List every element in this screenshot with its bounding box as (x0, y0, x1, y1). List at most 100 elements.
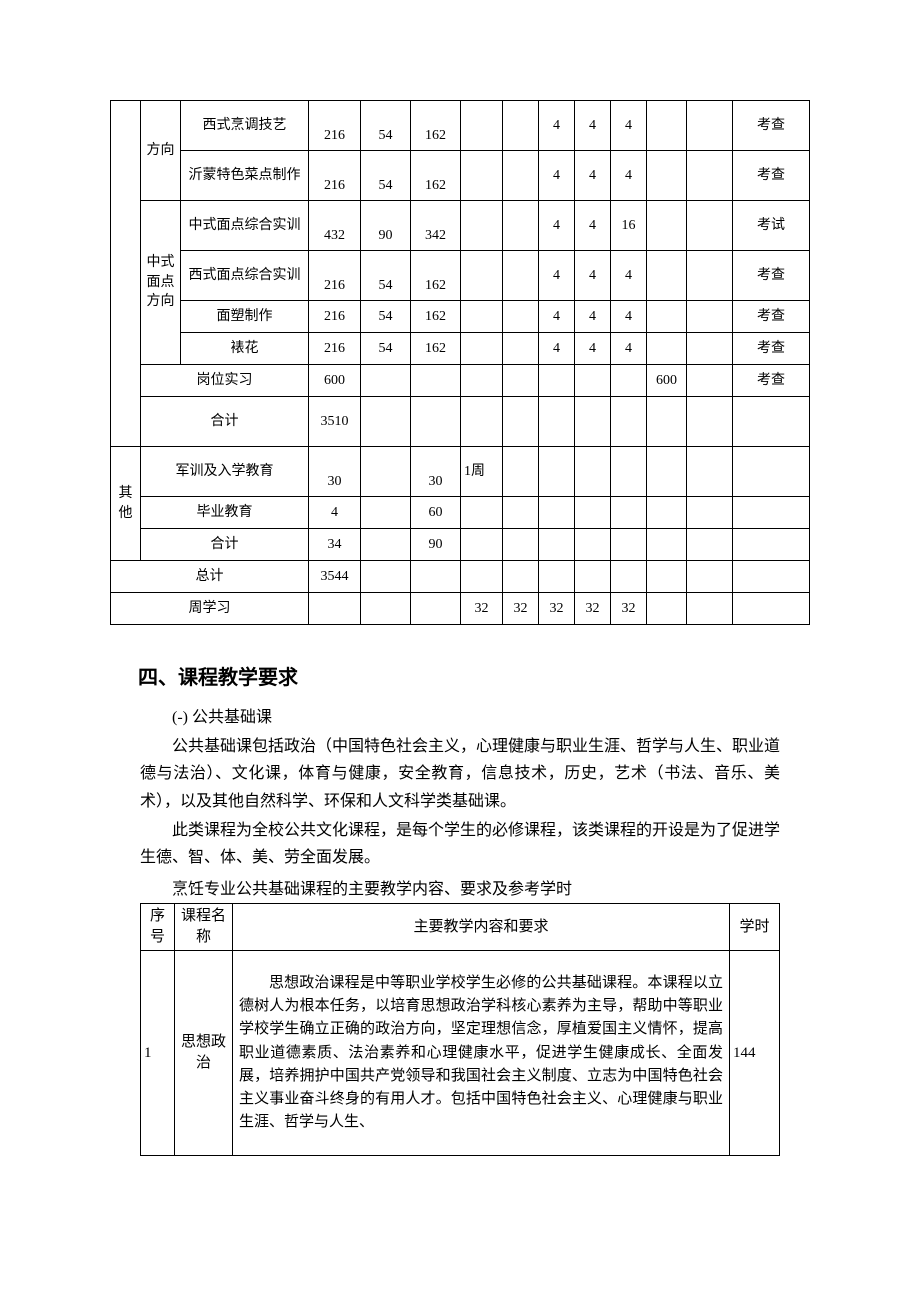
cell: 32 (611, 593, 647, 625)
cell (503, 151, 539, 201)
cell (503, 365, 539, 397)
cell (687, 561, 733, 593)
cell: 30 (309, 447, 361, 497)
cell: 162 (411, 333, 461, 365)
cat-col-blank (111, 101, 141, 447)
cell: 216 (309, 151, 361, 201)
cell: 考查 (733, 101, 810, 151)
cell (503, 447, 539, 497)
cell (611, 497, 647, 529)
cell: 考查 (733, 301, 810, 333)
subcat-direction: 方向 (141, 101, 181, 201)
cell (503, 497, 539, 529)
cat-other: 其他 (111, 447, 141, 561)
cell (611, 561, 647, 593)
th-name: 课程名称 (175, 904, 233, 951)
cell: 4 (575, 301, 611, 333)
th-hours: 学时 (730, 904, 780, 951)
cell (647, 561, 687, 593)
course-hours-table: 方向 西式烹调技艺 216 54 162 4 4 4 考查 沂蒙特色菜点制作 2… (110, 100, 810, 625)
cell: 考查 (733, 151, 810, 201)
cell: 考查 (733, 333, 810, 365)
cell: 4 (539, 333, 575, 365)
cell (575, 529, 611, 561)
cell (461, 101, 503, 151)
cell (687, 251, 733, 301)
cell: 54 (361, 101, 411, 151)
cell (687, 593, 733, 625)
cell (687, 529, 733, 561)
course-name: 裱花 (181, 333, 309, 365)
paragraph: 公共基础课包括政治（中国特色社会主义，心理健康与职业生涯、哲学与人生、职业道德与… (140, 733, 780, 815)
course-content-table: 序号 课程名称 主要教学内容和要求 学时 1 思想政治 思想政治课程是中等职业学… (140, 903, 780, 1156)
cell (539, 447, 575, 497)
cell (647, 201, 687, 251)
cell: 162 (411, 151, 461, 201)
cell (647, 251, 687, 301)
cell (687, 365, 733, 397)
cell: 216 (309, 251, 361, 301)
course-name: 面塑制作 (181, 301, 309, 333)
cell (461, 333, 503, 365)
cell (733, 593, 810, 625)
cell (733, 561, 810, 593)
cell: 1周 (461, 447, 503, 497)
cell: 162 (411, 101, 461, 151)
cell: 4 (539, 301, 575, 333)
course-name: 西式烹调技艺 (181, 101, 309, 151)
cell: 600 (647, 365, 687, 397)
cell (411, 397, 461, 447)
cell: 432 (309, 201, 361, 251)
cell: 考查 (733, 251, 810, 301)
cell (575, 497, 611, 529)
cell: 4 (575, 151, 611, 201)
cell: 4 (539, 251, 575, 301)
cell: 90 (411, 529, 461, 561)
cell (733, 497, 810, 529)
cell (687, 101, 733, 151)
cell (503, 561, 539, 593)
cell (647, 447, 687, 497)
cell (687, 397, 733, 447)
course-name: 中式面点综合实训 (181, 201, 309, 251)
cell: 4 (539, 201, 575, 251)
cell (503, 251, 539, 301)
cell (461, 151, 503, 201)
cell: 216 (309, 301, 361, 333)
cell (647, 301, 687, 333)
row-label: 合计 (141, 397, 309, 447)
cell (503, 397, 539, 447)
cell: 54 (361, 301, 411, 333)
cell (361, 497, 411, 529)
cell (361, 529, 411, 561)
th-content: 主要教学内容和要求 (233, 904, 730, 951)
cell: 60 (411, 497, 461, 529)
cell: 考试 (733, 201, 810, 251)
cell (733, 447, 810, 497)
cell (647, 397, 687, 447)
cell: 32 (575, 593, 611, 625)
cell: 4 (575, 201, 611, 251)
cell: 34 (309, 529, 361, 561)
cell: 4 (575, 251, 611, 301)
cell: 4 (309, 497, 361, 529)
cell (575, 397, 611, 447)
cell (687, 151, 733, 201)
course-name: 沂蒙特色菜点制作 (181, 151, 309, 201)
cell: 4 (575, 101, 611, 151)
course-name: 西式面点综合实训 (181, 251, 309, 301)
cell (361, 561, 411, 593)
cell: 216 (309, 101, 361, 151)
cell: 600 (309, 365, 361, 397)
row-label: 周学习 (111, 593, 309, 625)
row-label: 合计 (141, 529, 309, 561)
cell: 4 (611, 333, 647, 365)
cell: 4 (611, 251, 647, 301)
td-seq: 1 (141, 951, 175, 1156)
cell (611, 529, 647, 561)
td-content: 思想政治课程是中等职业学校学生必修的公共基础课程。本课程以立德树人为根本任务，以… (233, 951, 730, 1156)
cell: 4 (539, 151, 575, 201)
cell (733, 529, 810, 561)
cell (687, 333, 733, 365)
cell (503, 201, 539, 251)
